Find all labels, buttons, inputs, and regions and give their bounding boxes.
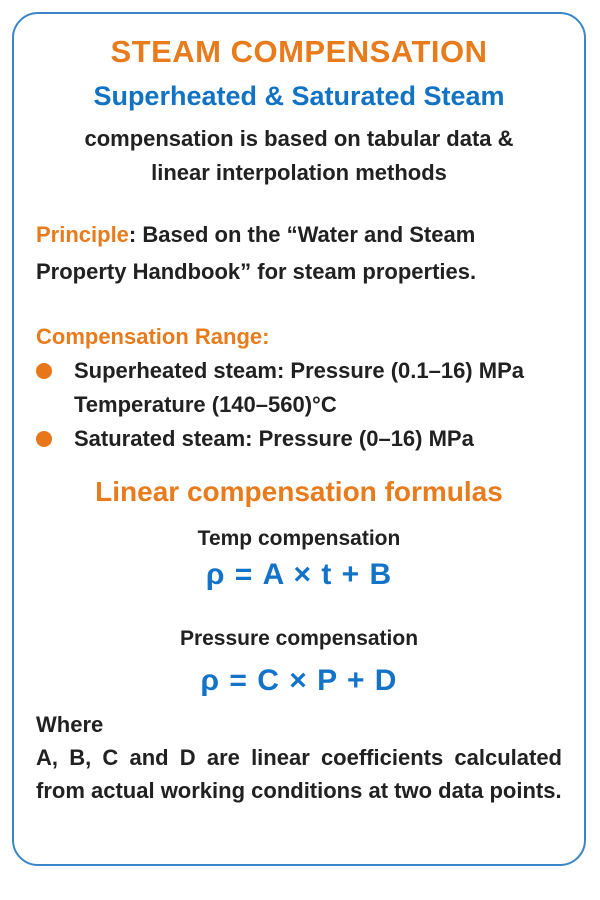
steam-compensation-card: STEAM COMPENSATION Superheated & Saturat… [12, 12, 586, 866]
list-item-text: Saturated steam: Pressure (0–16) MPa [74, 422, 474, 456]
temp-compensation-formula: ρ = A × t + B [205, 558, 393, 591]
compensation-range-heading: Compensation Range: [36, 324, 270, 349]
temp-compensation-label: Temp compensation [197, 527, 401, 550]
page-title: STEAM COMPENSATION [110, 34, 488, 69]
saturated-pressure-line: Saturated steam: Pressure (0–16) MPa [74, 426, 474, 451]
pressure-compensation-label: Pressure compensation [179, 627, 419, 650]
principle-paragraph: Principle: Based on the “Water and Steam… [36, 216, 526, 290]
list-item-saturated: Saturated steam: Pressure (0–16) MPa [36, 422, 562, 456]
principle-text: : Based on the “Water and Steam Property… [36, 222, 477, 284]
list-item-superheated: Superheated steam: Pressure (0.1–16) MPa… [36, 354, 562, 422]
page-subtitle: Superheated & Saturated Steam [93, 81, 505, 111]
superheated-temperature-line: Temperature (140–560)°C [74, 392, 337, 417]
where-label: Where [36, 712, 104, 737]
pressure-compensation-formula: ρ = C × P + D [200, 664, 398, 697]
where-paragraph: Where A, B, C and D are linear coefficie… [36, 708, 562, 807]
principle-label: Principle [36, 222, 129, 247]
superheated-pressure-line: Superheated steam: Pressure (0.1–16) MPa [74, 358, 524, 383]
formulas-heading: Linear compensation formulas [95, 476, 503, 507]
bullet-icon [36, 431, 52, 447]
tagline-text: compensation is based on tabular data & … [84, 126, 514, 185]
bullet-icon [36, 363, 52, 379]
list-item-text: Superheated steam: Pressure (0.1–16) MPa… [74, 354, 524, 422]
where-text: A, B, C and D are linear coefficients ca… [36, 745, 562, 803]
